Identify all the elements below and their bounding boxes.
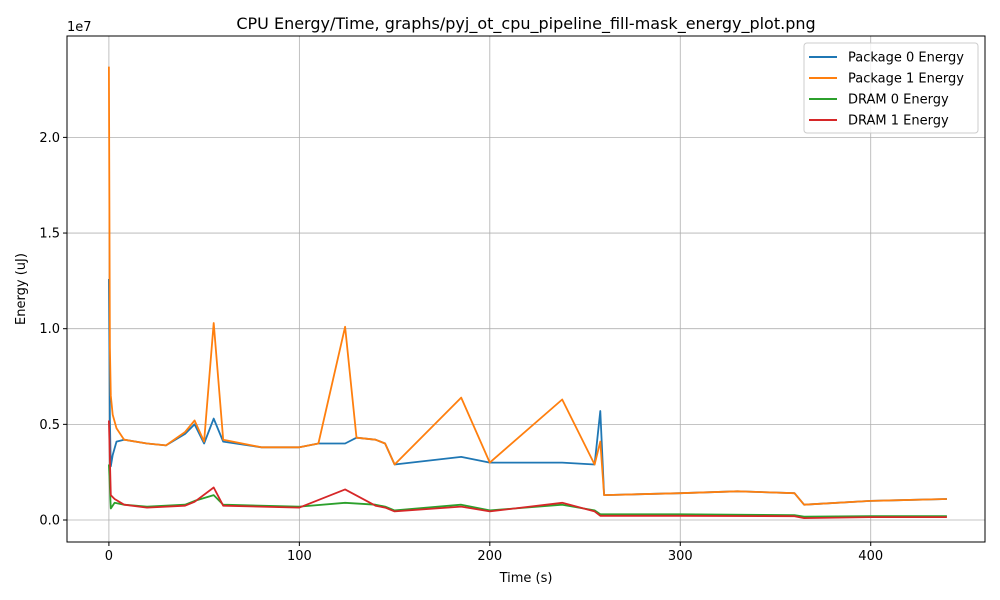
plot-frame — [66, 35, 986, 543]
y-tick-label: 0.5 — [39, 418, 60, 433]
series-line-4 — [108, 420, 947, 519]
legend-label: Package 1 Energy — [848, 72, 964, 87]
legend-box — [803, 42, 979, 134]
x-tick-label: 300 — [668, 549, 693, 564]
legend: Package 0 Energy Package 1 Energy DRAM 0 E… — [803, 42, 979, 134]
y-axis-label: Energy (uJ) — [14, 253, 29, 325]
series-line-3 — [108, 464, 947, 518]
y-tick-label: 1.0 — [39, 322, 60, 337]
legend-label: DRAM 0 Energy — [848, 93, 949, 108]
y-axis-ticks: 0.0 0.5 1.0 1.5 2.0 — [39, 131, 67, 529]
x-tick-label: 100 — [287, 549, 312, 564]
x-tick-label: 200 — [477, 549, 502, 564]
series-lines — [108, 66, 947, 519]
x-tick-label: 400 — [858, 549, 883, 564]
x-axis-ticks: 0 100 200 300 400 — [105, 542, 883, 564]
legend-label: Package 0 Energy — [848, 51, 964, 66]
y-tick-label: 0.0 — [39, 514, 60, 529]
chart-title: CPU Energy/Time, graphs/pyj_ot_cpu_pipel… — [236, 14, 815, 34]
x-axis-label: Time (s) — [499, 571, 553, 586]
series-line-1 — [108, 278, 947, 506]
y-offset-label: 1e7 — [67, 20, 92, 35]
legend-label: DRAM 1 Energy — [848, 114, 949, 129]
y-tick-label: 1.5 — [39, 227, 60, 242]
series-line-2 — [108, 66, 947, 506]
x-tick-label: 0 — [105, 549, 113, 564]
y-tick-label: 2.0 — [39, 131, 60, 146]
grid — [67, 36, 985, 542]
